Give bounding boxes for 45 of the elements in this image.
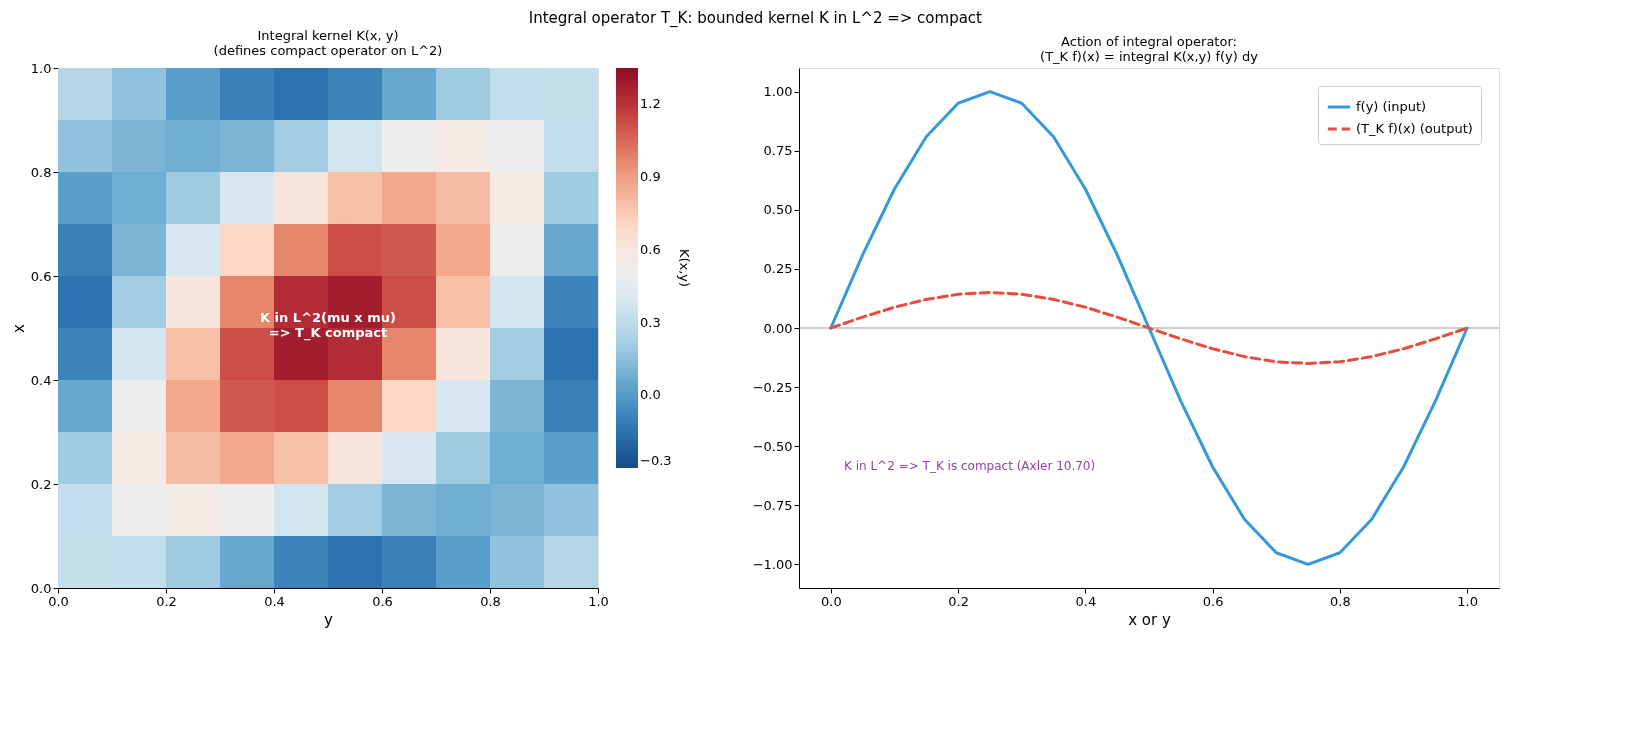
y-tick-label: 0.75 <box>763 143 793 159</box>
x-tick-label: 1.0 <box>1457 593 1479 609</box>
y-tick-label: 0.2 <box>30 476 52 492</box>
x-tick-label: 0.8 <box>1330 593 1351 609</box>
y-axis-title: x <box>9 323 28 333</box>
x-axis-title: y <box>324 610 334 629</box>
annotation: K in L^2(mu x mu) => T_K compact <box>260 310 396 341</box>
legend-label: (T_K f)(x) (output) <box>1356 121 1473 136</box>
color-bar-label: −0.3 <box>640 453 672 468</box>
legend-label: f(y) (input) <box>1356 99 1427 114</box>
y-tick-label: 0.00 <box>763 320 793 336</box>
x-tick-label: 0.6 <box>1202 593 1224 609</box>
x-tick-label: 0.0 <box>48 593 69 609</box>
y-tick-label: 1.00 <box>763 84 793 100</box>
y-tick-label: 0.6 <box>30 268 52 284</box>
x-tick-label: 0.6 <box>372 593 393 609</box>
y-tick-label: −0.75 <box>752 497 793 513</box>
x-tick-label: 1.0 <box>588 593 609 609</box>
x-tick-label: 0.0 <box>820 593 842 609</box>
y-tick-label: 0.50 <box>763 202 793 218</box>
y-tick-label: 0.4 <box>30 372 52 388</box>
color-bar-label: 0.9 <box>640 169 661 185</box>
y-tick-label: −0.25 <box>752 379 793 395</box>
color-bar-label: 0.6 <box>640 241 661 257</box>
x-tick-label: 0.8 <box>480 593 501 609</box>
color-bar-title: K(x,y) <box>677 248 692 288</box>
color-bar-label: 0.3 <box>640 314 661 330</box>
x-axis-title: x or y <box>1128 610 1171 629</box>
y-tick-label: 0.25 <box>763 261 793 277</box>
chart-subtitle: Action of integral operator: (T_K f)(x) = integral K(x,y) f(y) dy <box>1040 34 1259 64</box>
x-tick-label: 0.4 <box>1075 593 1097 609</box>
y-tick-label: −0.50 <box>752 438 793 454</box>
x-tick-label: 0.4 <box>264 593 285 609</box>
y-tick-label: −1.00 <box>752 556 793 572</box>
x-tick-label: 0.2 <box>156 593 177 609</box>
chart-subtitle: Integral kernel K(x, y) (defines compact operator on L^2) <box>213 28 443 58</box>
x-tick-label: 0.2 <box>948 593 969 609</box>
y-tick-label: 0.0 <box>30 580 52 596</box>
line-series <box>829 291 1469 365</box>
y-tick-label: 0.8 <box>30 164 52 180</box>
text: Integral operator T_K: bounded kernel K in L^2 => compact <box>528 8 983 28</box>
annotation: K in L^2 => T_K is compact (Axler 10.70) <box>844 459 1096 473</box>
y-tick-label: 1.0 <box>30 60 52 76</box>
color-bar-label: 0.0 <box>640 387 661 403</box>
color-bar-label: 1.2 <box>640 96 661 112</box>
